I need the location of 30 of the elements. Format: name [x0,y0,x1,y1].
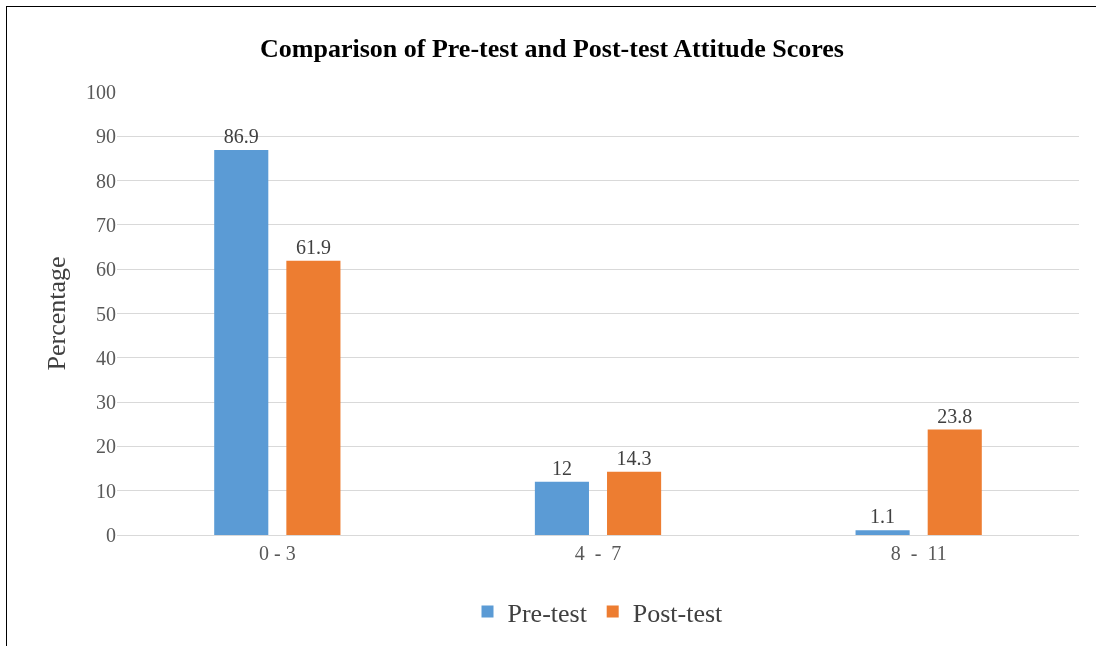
legend-label: Pre-test [507,598,588,628]
bar [534,481,589,535]
y-tick-label: 50 [96,302,116,325]
bar [214,150,269,535]
y-tick-label: 100 [86,81,116,103]
bar [607,471,662,535]
y-tick-label: 90 [96,125,116,148]
y-tick-label: 70 [96,213,116,236]
data-label: 1.1 [870,505,896,528]
data-label: 14.3 [616,446,652,469]
x-tick-label: 0 - 3 [258,542,296,564]
y-tick-label: 40 [96,346,116,369]
chart-title: Comparison of Pre-test and Post-test Attitude Scores [260,34,844,64]
y-tick-label: 30 [96,391,116,414]
bar [927,429,982,535]
y-tick-label: 0 [106,524,116,546]
x-tick-label: 4 - 7 [574,542,622,564]
data-label: 61.9 [295,235,331,258]
y-tick-label: 60 [96,258,116,281]
data-label: 23.8 [937,404,973,427]
bar [286,260,341,535]
legend-label: Post-test [632,598,724,628]
y-axis-title: Percentage [42,256,72,371]
y-tick-label: 20 [96,435,116,458]
x-tick-label: 8 - 11 [890,542,947,564]
data-label: 86.9 [223,125,259,148]
y-tick-label: 10 [96,479,116,502]
bar [855,530,910,535]
y-tick-label: 80 [96,169,116,192]
data-label: 12 [551,456,572,479]
